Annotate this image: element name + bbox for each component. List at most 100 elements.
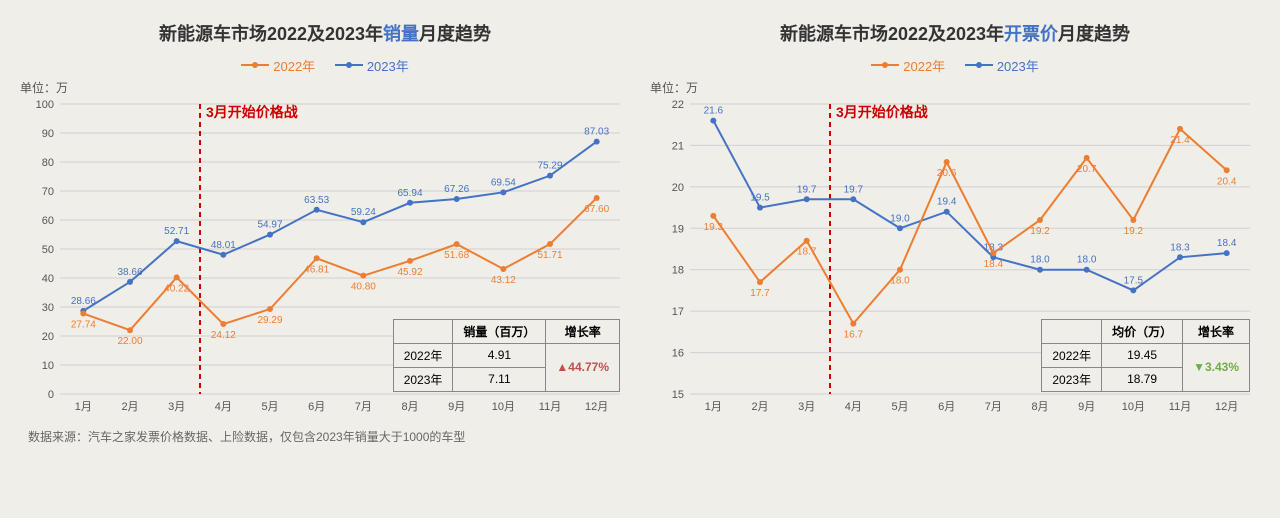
svg-text:51.68: 51.68 [444, 250, 469, 261]
svg-text:2月: 2月 [121, 401, 138, 413]
annotation-price-war: 3月开始价格战 [206, 102, 298, 122]
svg-text:65.94: 65.94 [397, 187, 422, 198]
inset-table: 销量（百万）增长率2022年4.91▲44.77%2023年7.11 [393, 319, 620, 392]
svg-text:1月: 1月 [75, 401, 92, 413]
svg-text:19: 19 [672, 223, 684, 235]
svg-text:54.97: 54.97 [257, 219, 282, 230]
svg-text:28.66: 28.66 [71, 295, 96, 306]
svg-text:20: 20 [42, 331, 54, 343]
svg-text:18.3: 18.3 [1170, 242, 1190, 253]
svg-text:22.00: 22.00 [117, 336, 142, 347]
panel-price: 新能源车市场2022及2023年开票价月度趋势 2022年 2023年 单位：万… [650, 20, 1260, 418]
svg-text:52.71: 52.71 [164, 226, 189, 237]
svg-text:80: 80 [42, 157, 54, 169]
data-source-note: 数据来源：汽车之家发票价格数据、上险数据，仅包含2023年销量大于1000的车型 [0, 428, 1280, 457]
svg-text:75.29: 75.29 [537, 160, 562, 171]
svg-text:3月: 3月 [798, 401, 815, 413]
svg-text:27.74: 27.74 [71, 319, 96, 330]
svg-text:16: 16 [672, 347, 684, 359]
svg-text:18.4: 18.4 [984, 259, 1004, 270]
svg-text:7月: 7月 [355, 401, 372, 413]
annotation-price-war: 3月开始价格战 [836, 102, 928, 122]
svg-text:67.26: 67.26 [444, 183, 469, 194]
svg-text:40.22: 40.22 [164, 283, 189, 294]
svg-text:67.60: 67.60 [584, 203, 609, 214]
svg-text:5月: 5月 [261, 401, 278, 413]
svg-text:38.66: 38.66 [117, 266, 142, 277]
svg-text:46.81: 46.81 [304, 264, 329, 275]
svg-text:10月: 10月 [1122, 401, 1145, 413]
svg-text:18.4: 18.4 [1217, 238, 1237, 249]
sales-chart: 01020304050607080901001月2月3月4月5月6月7月8月9月… [20, 98, 630, 418]
svg-text:51.71: 51.71 [537, 250, 562, 261]
legend-swatch-2023 [965, 64, 993, 66]
svg-text:20: 20 [672, 181, 684, 193]
unit-sales: 单位：万 [20, 79, 630, 96]
panel-sales: 新能源车市场2022及2023年销量月度趋势 2022年 2023年 单位：万 … [20, 20, 630, 418]
legend-swatch-2023 [335, 64, 363, 66]
svg-text:3月: 3月 [168, 401, 185, 413]
svg-text:20.6: 20.6 [937, 168, 957, 179]
svg-text:19.4: 19.4 [937, 196, 957, 207]
svg-text:11月: 11月 [539, 401, 561, 413]
svg-text:17.5: 17.5 [1124, 275, 1144, 286]
svg-text:21.6: 21.6 [704, 105, 724, 116]
legend-sales: 2022年 2023年 [20, 54, 630, 75]
svg-text:6月: 6月 [938, 401, 955, 413]
svg-text:43.12: 43.12 [491, 274, 516, 285]
svg-text:19.0: 19.0 [890, 213, 910, 224]
unit-price: 单位：万 [650, 79, 1260, 96]
svg-text:24.12: 24.12 [211, 330, 236, 341]
svg-text:45.92: 45.92 [397, 266, 422, 277]
svg-text:60: 60 [42, 215, 54, 227]
svg-text:7月: 7月 [985, 401, 1002, 413]
svg-text:40.80: 40.80 [351, 281, 376, 292]
legend-swatch-2022 [871, 64, 899, 66]
svg-text:59.24: 59.24 [351, 207, 376, 218]
svg-text:19.2: 19.2 [1124, 226, 1144, 237]
svg-text:30: 30 [42, 302, 54, 314]
svg-text:11月: 11月 [1169, 401, 1191, 413]
svg-text:19.5: 19.5 [750, 192, 770, 203]
svg-text:2月: 2月 [751, 401, 768, 413]
svg-text:29.29: 29.29 [257, 315, 282, 326]
svg-text:19.7: 19.7 [844, 184, 864, 195]
svg-text:15: 15 [672, 389, 684, 401]
svg-text:4月: 4月 [845, 401, 862, 413]
svg-text:1月: 1月 [705, 401, 722, 413]
svg-text:6月: 6月 [308, 401, 325, 413]
svg-text:50: 50 [42, 244, 54, 256]
svg-text:17.7: 17.7 [750, 288, 770, 299]
svg-text:21.4: 21.4 [1170, 134, 1190, 145]
svg-text:63.53: 63.53 [304, 194, 329, 205]
svg-text:87.03: 87.03 [584, 126, 609, 137]
svg-text:10月: 10月 [492, 401, 515, 413]
svg-text:40: 40 [42, 273, 54, 285]
svg-text:19.7: 19.7 [797, 184, 817, 195]
svg-text:5月: 5月 [891, 401, 908, 413]
svg-text:16.7: 16.7 [844, 329, 864, 340]
svg-text:9月: 9月 [1078, 401, 1095, 413]
inset-table: 均价（万）增长率2022年19.45▼3.43%2023年18.79 [1041, 319, 1250, 392]
svg-text:8月: 8月 [401, 401, 418, 413]
svg-text:8月: 8月 [1031, 401, 1048, 413]
svg-text:18.0: 18.0 [890, 275, 910, 286]
svg-text:48.01: 48.01 [211, 239, 236, 250]
svg-text:19.2: 19.2 [1030, 226, 1050, 237]
svg-text:10: 10 [42, 360, 54, 372]
svg-text:9月: 9月 [448, 401, 465, 413]
svg-text:90: 90 [42, 128, 54, 140]
svg-text:100: 100 [36, 99, 54, 111]
legend-price: 2022年 2023年 [650, 54, 1260, 75]
svg-text:17: 17 [672, 306, 684, 318]
title-sales: 新能源车市场2022及2023年销量月度趋势 [20, 20, 630, 46]
svg-text:12月: 12月 [1215, 401, 1238, 413]
svg-text:70: 70 [42, 186, 54, 198]
svg-text:12月: 12月 [585, 401, 608, 413]
title-price: 新能源车市场2022及2023年开票价月度趋势 [650, 20, 1260, 46]
svg-text:69.54: 69.54 [491, 177, 516, 188]
svg-text:20.7: 20.7 [1077, 163, 1097, 174]
svg-text:0: 0 [48, 389, 54, 401]
svg-text:18.0: 18.0 [1030, 254, 1050, 265]
svg-text:18.0: 18.0 [1077, 254, 1097, 265]
